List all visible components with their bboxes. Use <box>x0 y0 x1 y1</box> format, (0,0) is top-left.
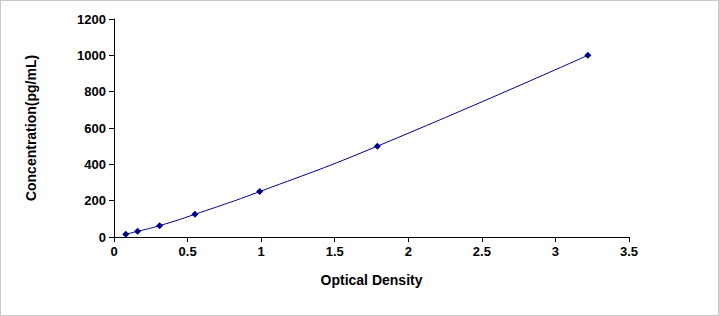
svg-text:600: 600 <box>84 121 106 136</box>
svg-text:1: 1 <box>258 244 265 259</box>
svg-text:3.5: 3.5 <box>620 244 638 259</box>
svg-text:1.5: 1.5 <box>326 244 344 259</box>
svg-text:Optical Density: Optical Density <box>321 272 423 288</box>
svg-text:0: 0 <box>110 244 117 259</box>
svg-text:200: 200 <box>84 193 106 208</box>
svg-text:800: 800 <box>84 84 106 99</box>
svg-text:1200: 1200 <box>77 12 106 27</box>
svg-text:1000: 1000 <box>77 48 106 63</box>
svg-text:Concentration(pg/mL): Concentration(pg/mL) <box>23 55 39 201</box>
svg-text:3: 3 <box>552 244 559 259</box>
svg-text:0: 0 <box>99 230 106 245</box>
svg-text:400: 400 <box>84 157 106 172</box>
svg-text:2: 2 <box>405 244 412 259</box>
svg-text:0.5: 0.5 <box>179 244 197 259</box>
svg-text:2.5: 2.5 <box>473 244 491 259</box>
